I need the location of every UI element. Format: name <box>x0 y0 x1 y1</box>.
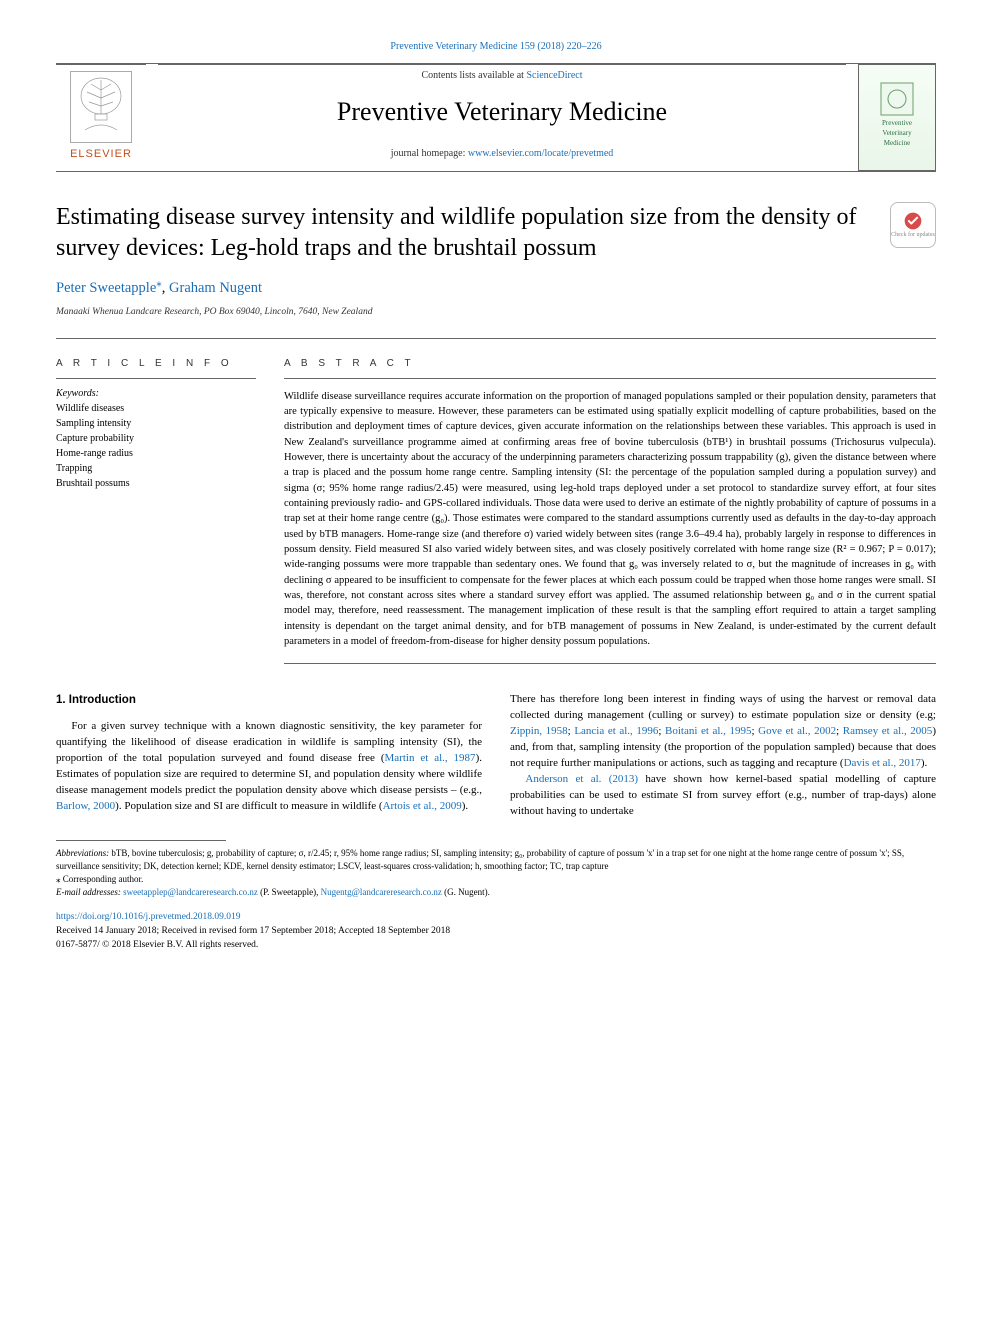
journal-cover-thumbnail: Preventive Veterinary Medicine <box>858 64 936 172</box>
masthead: ELSEVIER Contents lists available at Sci… <box>56 63 936 173</box>
body-columns: 1. Introduction For a given survey techn… <box>56 692 936 820</box>
citation-link[interactable]: Barlow, 2000 <box>56 800 115 812</box>
citation-link[interactable]: Lancia et al., 1996 <box>574 725 658 737</box>
publisher-wordmark: ELSEVIER <box>70 147 132 163</box>
keyword: Capture probability <box>56 431 256 446</box>
homepage-line: journal homepage: www.elsevier.com/locat… <box>158 147 846 162</box>
author-1[interactable]: Peter Sweetapple <box>56 279 156 295</box>
keyword: Home-range radius <box>56 446 256 461</box>
email-link-2[interactable]: Nugentg@landcareresearch.co.nz <box>321 887 442 897</box>
citation-link[interactable]: Boitani et al., 1995 <box>665 725 752 737</box>
check-updates-label: Check for updates <box>891 231 935 240</box>
citation-link[interactable]: Davis et al., 2017 <box>844 757 921 769</box>
title-block: Estimating disease survey intensity and … <box>56 202 936 263</box>
abstract-text: Wildlife disease surveillance requires a… <box>284 389 936 650</box>
doi-link[interactable]: https://doi.org/10.1016/j.prevetmed.2018… <box>56 912 241 922</box>
masthead-center: Contents lists available at ScienceDirec… <box>158 64 846 172</box>
doi-block: https://doi.org/10.1016/j.prevetmed.2018… <box>56 911 936 952</box>
elsevier-tree-icon <box>70 71 132 143</box>
journal-title: Preventive Veterinary Medicine <box>158 93 846 131</box>
keyword: Trapping <box>56 461 256 476</box>
corresponding-note: ⁎ Corresponding author. <box>56 873 936 886</box>
email-label: E-mail addresses: <box>56 887 121 897</box>
journal-issue-text: Preventive Veterinary Medicine 159 (2018… <box>390 41 601 52</box>
homepage-link[interactable]: www.elsevier.com/locate/prevetmed <box>468 148 613 159</box>
article-title: Estimating disease survey intensity and … <box>56 202 878 263</box>
citation-link[interactable]: Zippin, 1958 <box>510 725 568 737</box>
citation-link[interactable]: Anderson et al. (2013) <box>525 773 638 785</box>
author-2[interactable]: Graham Nugent <box>169 279 262 295</box>
section-heading-intro: 1. Introduction <box>56 692 482 709</box>
footnotes: Abbreviations: bTB, bovine tuberculosis;… <box>56 847 936 899</box>
citation-link[interactable]: Gove et al., 2002 <box>758 725 836 737</box>
rule <box>284 663 936 664</box>
article-info-col: A R T I C L E I N F O Keywords: Wildlife… <box>56 347 256 664</box>
citation-link[interactable]: Ramsey et al., 2005 <box>843 725 933 737</box>
homepage-prefix: journal homepage: <box>391 148 468 159</box>
footnote-rule <box>56 840 226 841</box>
authors-line: Peter Sweetapple⁎, Graham Nugent <box>56 276 936 299</box>
keyword: Wildlife diseases <box>56 401 256 416</box>
citation-link[interactable]: Artois et al., 2009 <box>383 800 462 812</box>
contents-prefix: Contents lists available at <box>421 70 526 81</box>
info-abstract-row: A R T I C L E I N F O Keywords: Wildlife… <box>56 347 936 664</box>
email-line: E-mail addresses: sweetapplep@landcarere… <box>56 886 936 899</box>
citation-link[interactable]: Martin et al., 1987 <box>385 752 476 764</box>
abstract-col: A B S T R A C T Wildlife disease surveil… <box>284 347 936 664</box>
abbr-text: bTB, bovine tuberculosis; g, probability… <box>56 848 904 871</box>
corresponding-marker: ⁎ <box>156 277 162 289</box>
keyword: Brushtail possums <box>56 476 256 491</box>
issn-copyright: 0167-5877/ © 2018 Elsevier B.V. All righ… <box>56 939 936 953</box>
check-updates-badge[interactable]: Check for updates <box>890 202 936 248</box>
abbr-label: Abbreviations: <box>56 848 109 858</box>
check-updates-icon <box>903 211 923 231</box>
sciencedirect-link[interactable]: ScienceDirect <box>526 70 582 81</box>
cover-caption: Preventive Veterinary Medicine <box>880 116 914 152</box>
keyword: Sampling intensity <box>56 416 256 431</box>
affiliation: Manaaki Whenua Landcare Research, PO Box… <box>56 306 936 320</box>
abbreviations-line: Abbreviations: bTB, bovine tuberculosis;… <box>56 847 936 873</box>
abstract-heading: A B S T R A C T <box>284 347 936 379</box>
body-paragraph: There has therefore long been interest i… <box>510 692 936 772</box>
body-paragraph: Anderson et al. (2013) have shown how ke… <box>510 772 936 820</box>
publisher-logo-box: ELSEVIER <box>56 64 146 172</box>
keywords-label: Keywords: <box>56 387 256 402</box>
article-info-heading: A R T I C L E I N F O <box>56 347 256 379</box>
email-link-1[interactable]: sweetapplep@landcareresearch.co.nz <box>123 887 258 897</box>
body-col-right: There has therefore long been interest i… <box>510 692 936 820</box>
contents-line: Contents lists available at ScienceDirec… <box>158 69 846 84</box>
journal-issue-link[interactable]: Preventive Veterinary Medicine 159 (2018… <box>56 40 936 55</box>
body-col-left: 1. Introduction For a given survey techn… <box>56 692 482 820</box>
body-paragraph: For a given survey technique with a know… <box>56 719 482 815</box>
rule <box>56 338 936 339</box>
history-line: Received 14 January 2018; Received in re… <box>56 925 936 939</box>
